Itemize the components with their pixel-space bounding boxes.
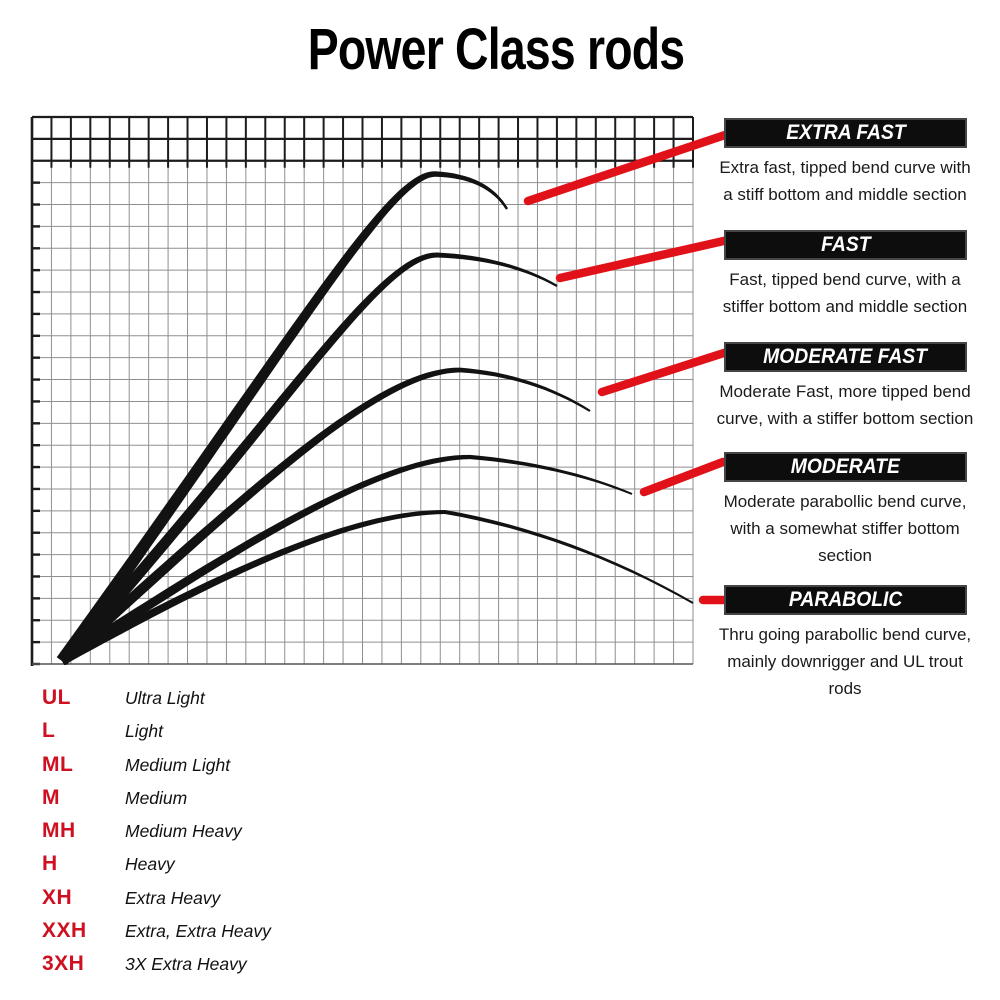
action-description: Moderate Fast, more tipped bend curve, w… bbox=[716, 382, 974, 429]
power-name: Light bbox=[125, 721, 163, 742]
pointer-line bbox=[555, 235, 733, 283]
power-name: Extra, Extra Heavy bbox=[125, 921, 271, 942]
power-code: XH bbox=[42, 885, 73, 909]
power-code: UL bbox=[42, 686, 71, 709]
action-description: Moderate parabollic bend curve, with a s… bbox=[723, 492, 967, 566]
action-title-box: FAST bbox=[724, 230, 967, 260]
bend-curve-chart bbox=[30, 115, 736, 666]
action-title: MODERATE FAST bbox=[763, 345, 928, 368]
legend-row-3xh: 3XH 3X Extra Heavy bbox=[42, 952, 462, 985]
action-title: FAST bbox=[820, 233, 871, 256]
power-name: 3X Extra Heavy bbox=[125, 954, 247, 975]
action-title: EXTRA FAST bbox=[785, 121, 906, 144]
action-title: PARABOLIC bbox=[788, 588, 903, 611]
power-code: M bbox=[42, 785, 60, 809]
action-title-box: EXTRA FAST bbox=[724, 118, 967, 148]
legend-row-ul: UL Ultra Light bbox=[42, 686, 462, 719]
action-title-box: MODERATE FAST bbox=[724, 342, 967, 372]
power-name: Medium Heavy bbox=[125, 821, 242, 842]
action-title-box: MODERATE bbox=[724, 452, 967, 482]
action-description: Thru going parabollic bend curve, mainly… bbox=[718, 625, 972, 699]
power-code: H bbox=[42, 852, 58, 876]
power-name: Extra Heavy bbox=[125, 887, 221, 908]
action-moderate: MODERATE Moderate parabollic bend curve,… bbox=[724, 452, 967, 570]
legend-row-m: M Medium bbox=[42, 786, 462, 819]
action-title: MODERATE bbox=[790, 455, 901, 478]
action-description: Extra fast, tipped bend curve with a sti… bbox=[719, 158, 971, 205]
action-title-box: PARABOLIC bbox=[724, 585, 967, 615]
rod-curve-moderate bbox=[59, 454, 633, 666]
action-description: Fast, tipped bend curve, with a stiffer … bbox=[722, 270, 968, 317]
legend-row-l: L Light bbox=[42, 719, 462, 752]
legend-row-ml: ML Medium Light bbox=[42, 753, 462, 786]
legend-row-h: H Heavy bbox=[42, 852, 462, 885]
action-extra-fast: EXTRA FAST Extra fast, tipped bend curve… bbox=[719, 118, 971, 208]
legend-row-xxh: XXH Extra, Extra Heavy bbox=[42, 919, 462, 952]
power-name: Heavy bbox=[125, 854, 175, 875]
power-name: Medium bbox=[125, 787, 188, 808]
legend-row-mh: MH Medium Heavy bbox=[42, 819, 462, 852]
action-moderate-fast: MODERATE FAST Moderate Fast, more tipped… bbox=[717, 342, 973, 432]
power-code: 3XH bbox=[42, 952, 85, 976]
pointer-line bbox=[523, 128, 736, 206]
power-code: XXH bbox=[42, 919, 87, 943]
power-code: MH bbox=[42, 819, 76, 843]
power-class-legend: UL Ultra Light L Light ML Medium Light M… bbox=[42, 686, 462, 986]
page-title: Power Class rods bbox=[307, 17, 685, 82]
pointer-line bbox=[597, 347, 732, 397]
power-code: ML bbox=[42, 752, 74, 776]
power-code: L bbox=[42, 719, 56, 743]
power-name: Medium Light bbox=[125, 754, 231, 775]
action-parabolic: PARABOLIC Thru going parabollic bend cur… bbox=[719, 585, 971, 703]
action-fast: FAST Fast, tipped bend curve, with a sti… bbox=[723, 230, 967, 320]
pointer-line bbox=[639, 457, 728, 497]
power-name: Ultra Light bbox=[125, 688, 205, 708]
legend-row-xh: XH Extra Heavy bbox=[42, 886, 462, 919]
